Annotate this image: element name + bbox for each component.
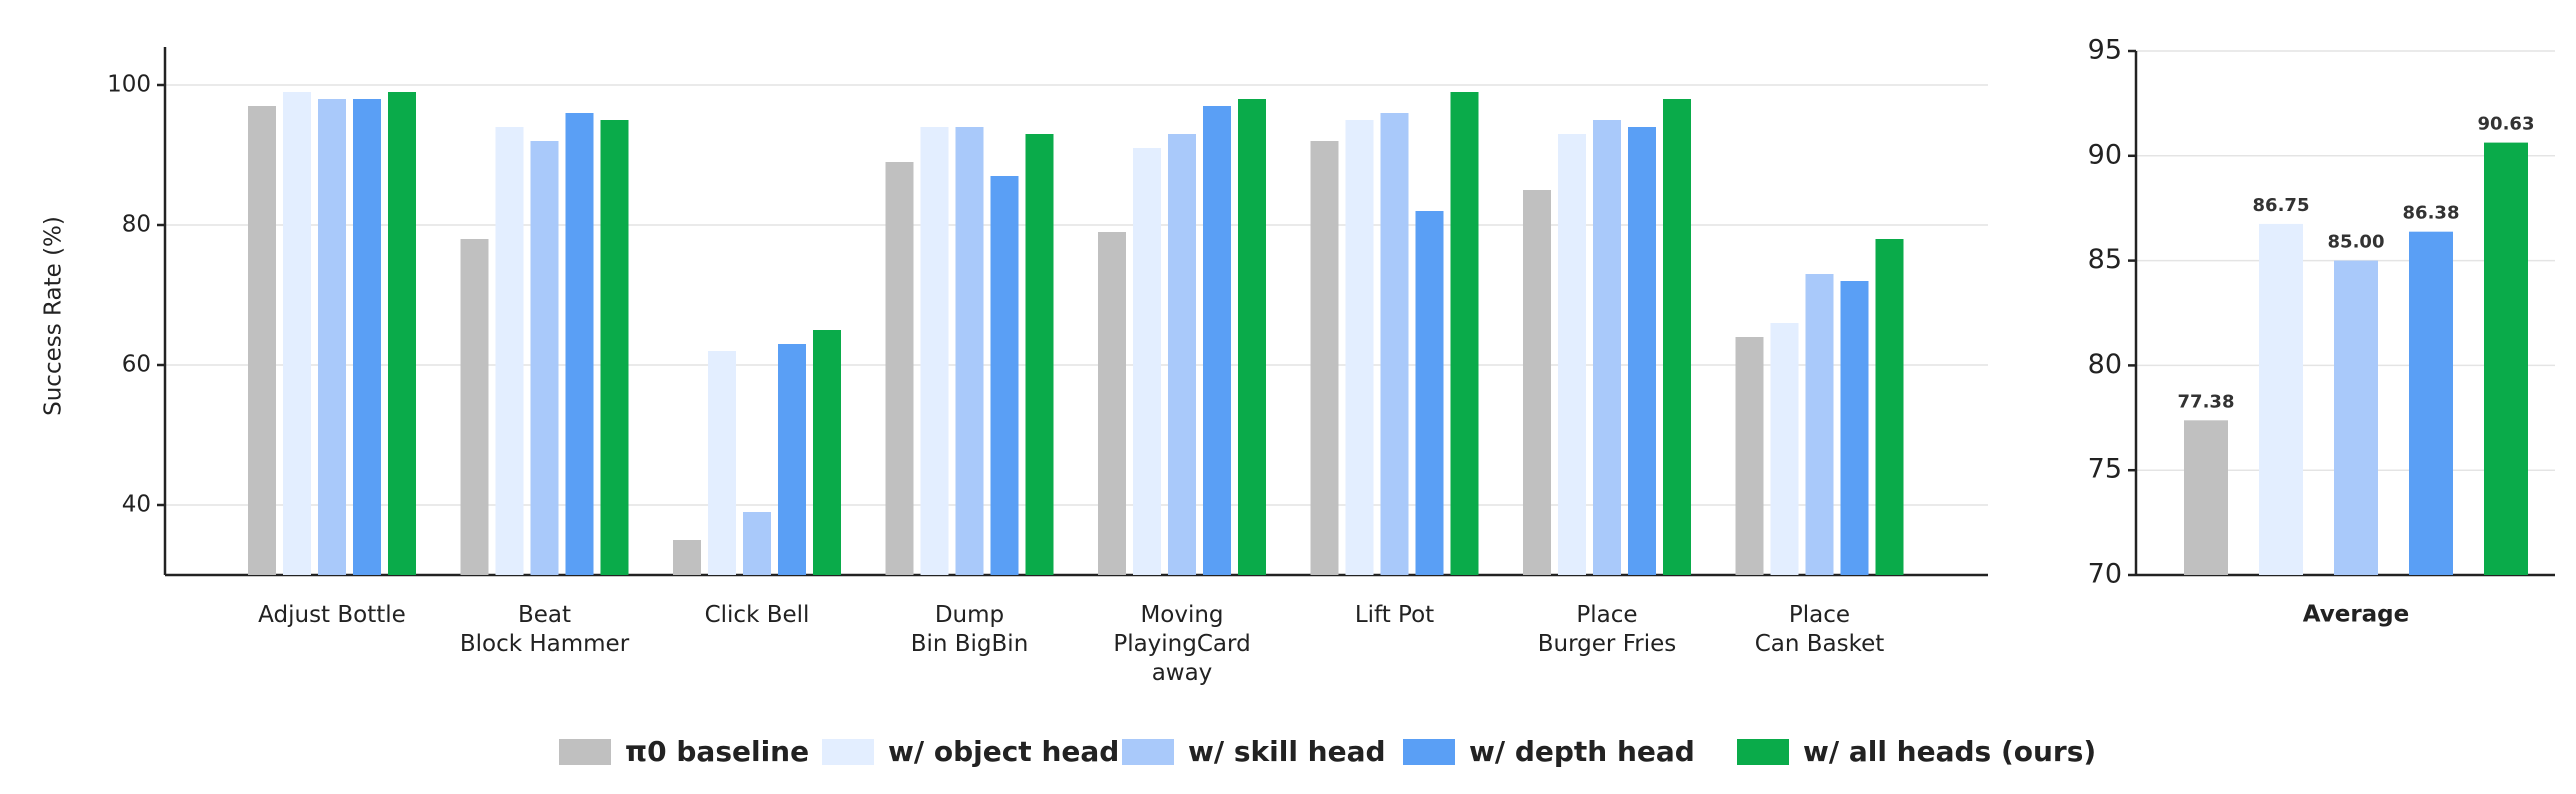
bar [813,330,841,575]
y-tick-label: 80 [2088,349,2122,380]
x-tick-label-line: Place [1789,602,1850,628]
bar [1203,106,1231,575]
value-label: 86.75 [2253,195,2310,216]
bar [1840,281,1869,575]
bar [1168,134,1196,575]
x-tick-label-line: Click Bell [705,602,810,628]
x-tick-label: Dump Bin BigBin [911,602,1029,657]
bar [565,113,594,575]
legend-swatch [822,739,874,765]
bar [1593,120,1621,575]
bar [1310,141,1339,575]
legend-swatch [559,739,611,765]
legend-label: w/ all heads (ours) [1803,735,2096,768]
y-tick-label: 90 [2088,139,2122,170]
legend-label: w/ skill head [1188,735,1386,768]
x-tick-label-line: Beat [518,602,571,628]
bar [955,127,984,575]
value-label: 86.38 [2403,203,2460,224]
bar [778,344,806,575]
bar [1628,127,1656,575]
bar [990,176,1019,575]
bar [2259,223,2303,576]
x-tick-label: Place Burger Fries [1538,602,1676,657]
bar [1735,337,1764,575]
x-tick-label-line: away [1152,660,1213,686]
bar [1663,99,1691,575]
bar [708,351,736,575]
bar [2184,420,2228,575]
bar [248,106,276,575]
bar [1875,239,1904,575]
x-tick-label: Place Can Basket [1755,602,1885,657]
value-label: 77.38 [2178,391,2235,412]
legend-label: π0 baseline [625,735,809,768]
bar [920,127,949,575]
bar [600,120,629,575]
legend-swatch [1737,739,1789,765]
bar [353,99,381,575]
bar [495,127,524,575]
x-tick-label: Average [2303,602,2410,628]
x-tick-label: Click Bell [705,602,810,628]
bar [530,141,559,575]
value-label: 85.00 [2328,232,2385,253]
y-tick-label: 40 [122,492,151,518]
x-tick-label-line: Moving [1140,602,1223,628]
bar [1238,99,1266,575]
x-tick-label-line: Can Basket [1755,631,1885,657]
bar [885,162,914,575]
y-axis-label: Success Rate (%) [41,216,67,416]
bar [1415,211,1444,575]
bar [460,239,489,575]
y-tick-label: 70 [2088,559,2122,590]
bar [2409,231,2453,575]
x-tick-label-line: Lift Pot [1355,602,1434,628]
y-tick-label: 100 [107,72,151,98]
bar [1523,190,1551,575]
y-tick-label: 80 [122,212,151,238]
legend-label: w/ object head [888,735,1119,768]
bar [1098,232,1126,575]
legend-swatch [1122,739,1174,765]
legend-swatch [1403,739,1455,765]
x-tick-label-line: Bin BigBin [911,631,1029,657]
bar [283,92,311,575]
x-tick-label-line: Place [1576,602,1637,628]
y-tick-label: 85 [2088,244,2122,275]
bar [1025,134,1054,575]
bar [1345,120,1374,575]
value-label: 90.63 [2478,114,2535,135]
x-tick-label: Beat Block Hammer [460,602,630,657]
bar [1450,92,1479,575]
bar [388,92,416,575]
x-tick-label: Adjust Bottle [258,602,406,628]
bar [2484,142,2528,575]
x-tick-label: Moving PlayingCard away [1113,602,1250,686]
x-tick-label-line: PlayingCard [1113,631,1250,657]
bar [2334,260,2378,575]
legend-label: w/ depth head [1469,735,1695,768]
y-tick-label: 95 [2088,35,2122,66]
bar [1805,274,1834,575]
y-tick-label: 60 [122,352,151,378]
bar [1558,134,1586,575]
bar [673,540,701,575]
bar [1133,148,1161,575]
x-tick-label-line: Block Hammer [460,631,630,657]
x-tick-label-line: Adjust Bottle [258,602,406,628]
bar [1770,323,1799,575]
x-tick-label: Lift Pot [1355,602,1434,628]
x-tick-label-line: Burger Fries [1538,631,1676,657]
bar [318,99,346,575]
bar [743,512,771,575]
y-tick-label: 75 [2088,454,2122,485]
bar [1380,113,1409,575]
x-tick-label-line: Dump [935,602,1004,628]
